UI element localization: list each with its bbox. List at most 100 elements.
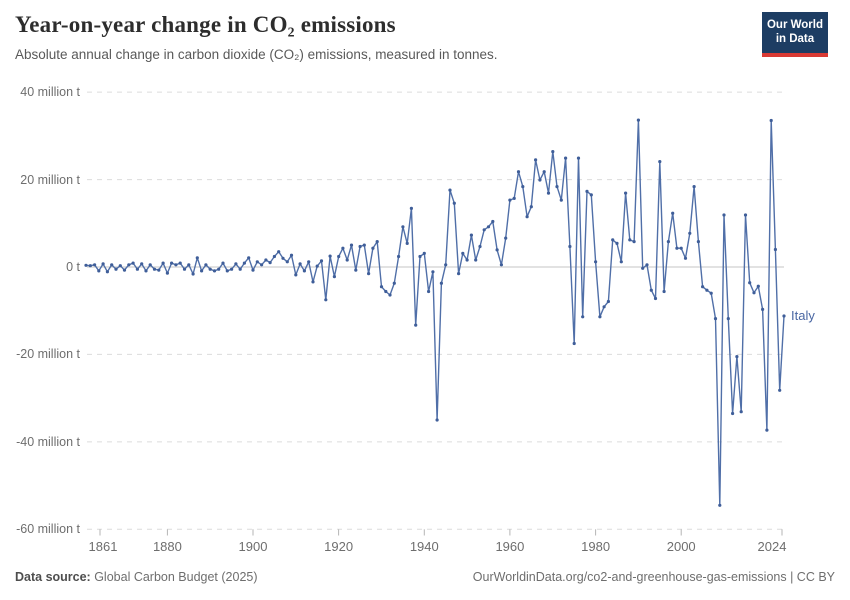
data-point[interactable] [761,307,765,311]
data-point[interactable] [311,280,315,284]
data-point[interactable] [255,260,259,264]
data-point[interactable] [264,258,268,262]
data-point[interactable] [739,410,743,414]
data-point[interactable] [692,185,696,189]
data-point[interactable] [375,240,379,244]
data-point[interactable] [221,261,225,265]
data-point[interactable] [84,263,88,267]
data-point[interactable] [504,236,508,240]
data-point[interactable] [315,264,319,268]
data-point[interactable] [495,248,499,252]
data-point[interactable] [444,263,448,267]
data-point[interactable] [478,244,482,249]
data-point[interactable] [538,178,542,182]
data-point[interactable] [705,288,709,292]
data-point[interactable] [93,263,97,267]
data-point[interactable] [465,258,469,262]
data-point[interactable] [508,198,512,202]
data-point[interactable] [204,263,208,267]
data-point[interactable] [140,262,144,266]
data-point[interactable] [298,262,302,266]
data-point[interactable] [397,254,401,259]
data-point[interactable] [379,285,384,289]
data-point[interactable] [568,244,572,249]
data-point[interactable] [384,289,388,294]
data-point[interactable] [272,254,276,259]
data-point[interactable] [546,191,551,195]
data-point[interactable] [696,240,701,244]
data-point[interactable] [632,240,636,244]
data-point[interactable] [294,273,298,277]
data-point[interactable] [628,238,632,242]
data-point[interactable] [624,191,628,195]
data-point[interactable] [247,256,251,260]
data-point[interactable] [414,323,418,327]
data-point[interactable] [688,231,692,235]
data-point[interactable] [671,211,675,215]
data-point[interactable] [122,268,127,272]
data-point[interactable] [594,260,598,264]
data-point[interactable] [118,264,122,268]
data-point[interactable] [405,241,409,245]
data-point[interactable] [127,263,131,267]
data-point[interactable] [251,268,255,272]
data-point[interactable] [756,284,760,288]
data-point[interactable] [636,118,641,122]
data-point[interactable] [551,150,555,154]
data-point[interactable] [217,267,221,271]
data-point[interactable] [195,256,199,260]
data-point[interactable] [345,258,349,262]
data-point[interactable] [277,250,281,254]
data-point[interactable] [324,298,328,302]
data-point[interactable] [371,246,375,250]
data-point[interactable] [559,198,563,202]
italy-line[interactable] [85,119,785,506]
data-point[interactable] [97,269,101,273]
owid-logo[interactable]: Our World in Data [762,12,828,57]
data-point[interactable] [439,281,443,285]
data-point[interactable] [516,170,521,174]
data-point[interactable] [555,185,559,189]
series-italy[interactable] [84,118,786,507]
data-point[interactable] [735,355,739,359]
data-point[interactable] [782,314,786,318]
data-point[interactable] [491,219,495,224]
data-point[interactable] [144,269,148,273]
data-point[interactable] [242,261,246,265]
data-point[interactable] [349,243,354,247]
data-point[interactable] [354,268,358,272]
data-point[interactable] [341,246,345,250]
data-point[interactable] [131,261,135,265]
data-point[interactable] [769,118,773,123]
data-point[interactable] [649,288,653,292]
data-point[interactable] [427,289,431,294]
data-point[interactable] [174,263,178,267]
data-point[interactable] [615,241,619,245]
data-point[interactable] [401,225,405,229]
data-point[interactable] [778,388,782,392]
data-point[interactable] [457,272,461,276]
data-point[interactable] [358,244,362,249]
data-point[interactable] [611,238,615,242]
data-point[interactable] [606,299,611,304]
data-point[interactable] [110,263,114,267]
data-point[interactable] [619,260,623,264]
data-point[interactable] [662,289,666,294]
data-point[interactable] [409,206,413,210]
data-point[interactable] [332,275,336,279]
data-point[interactable] [713,317,718,321]
data-point[interactable] [666,240,671,244]
data-point[interactable] [461,251,465,255]
data-point[interactable] [302,269,306,273]
data-point[interactable] [482,228,486,232]
citation-link[interactable]: OurWorldinData.org/co2-and-greenhouse-ga… [472,570,835,584]
data-point[interactable] [743,213,748,217]
data-point[interactable] [474,258,478,262]
data-point[interactable] [230,267,234,271]
data-point[interactable] [765,428,769,432]
data-point[interactable] [191,272,195,276]
data-point[interactable] [486,225,491,229]
data-point[interactable] [388,293,392,297]
data-point[interactable] [542,170,546,174]
